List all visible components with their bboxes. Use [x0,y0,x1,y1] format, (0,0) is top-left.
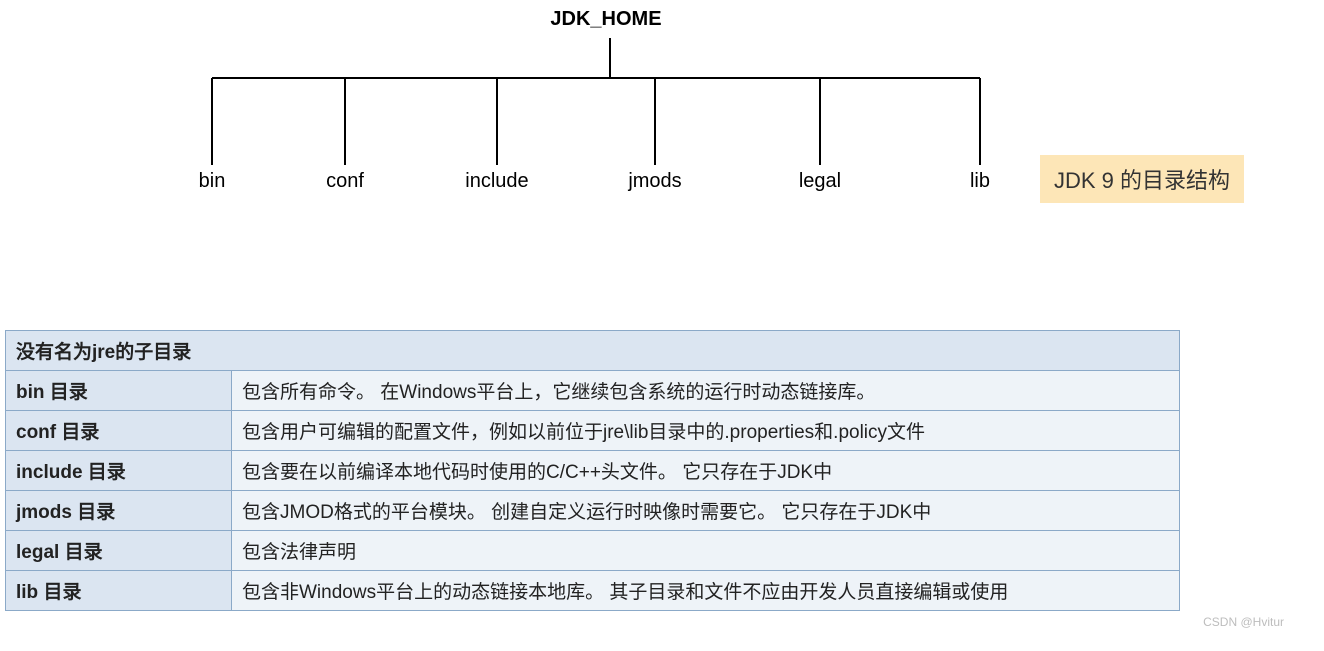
dir-name-cell: include 目录 [6,451,232,491]
table-row: bin 目录包含所有命令。 在Windows平台上，它继续包含系统的运行时动态链… [6,371,1180,411]
table-row: legal 目录包含法律声明 [6,531,1180,571]
dir-desc-cell: 包含非Windows平台上的动态链接本地库。 其子目录和文件不应由开发人员直接编… [232,571,1180,611]
dir-desc-cell: 包含法律声明 [232,531,1180,571]
dir-name-cell: lib 目录 [6,571,232,611]
dir-name-cell: bin 目录 [6,371,232,411]
watermark: CSDN @Hvitur [0,615,1324,629]
tree-diagram: JDK_HOME bin conf include jmods legal lib JDK… [0,0,1324,230]
title-badge: JDK 9 的目录结构 [1040,155,1244,203]
dir-desc-cell: 包含JMOD格式的平台模块。 创建自定义运行时映像时需要它。 它只存在于JDK中 [232,491,1180,531]
tree-leaf-label: bin [162,170,262,193]
dir-name-cell: jmods 目录 [6,491,232,531]
table-header-cell: 没有名为jre的子目录 [6,331,1180,371]
tree-root-label: JDK_HOME [546,8,666,31]
dir-desc-cell: 包含要在以前编译本地代码时使用的C/C++头文件。 它只存在于JDK中 [232,451,1180,491]
table-header-row: 没有名为jre的子目录 [6,331,1180,371]
dir-desc-cell: 包含所有命令。 在Windows平台上，它继续包含系统的运行时动态链接库。 [232,371,1180,411]
table-row: jmods 目录包含JMOD格式的平台模块。 创建自定义运行时映像时需要它。 它… [6,491,1180,531]
tree-leaf-label: jmods [605,170,705,193]
dir-name-cell: conf 目录 [6,411,232,451]
table-row: include 目录包含要在以前编译本地代码时使用的C/C++头文件。 它只存在… [6,451,1180,491]
tree-leaf-label: lib [930,170,1030,193]
table-row: conf 目录包含用户可编辑的配置文件，例如以前位于jre\lib目录中的.pr… [6,411,1180,451]
tree-leaf-label: legal [770,170,870,193]
table-row: lib 目录包含非Windows平台上的动态链接本地库。 其子目录和文件不应由开… [6,571,1180,611]
directory-table: 没有名为jre的子目录bin 目录包含所有命令。 在Windows平台上，它继续… [5,330,1180,611]
directory-table-wrap: 没有名为jre的子目录bin 目录包含所有命令。 在Windows平台上，它继续… [0,230,1324,611]
dir-name-cell: legal 目录 [6,531,232,571]
tree-leaf-label: conf [295,170,395,193]
dir-desc-cell: 包含用户可编辑的配置文件，例如以前位于jre\lib目录中的.propertie… [232,411,1180,451]
tree-leaf-label: include [447,170,547,193]
